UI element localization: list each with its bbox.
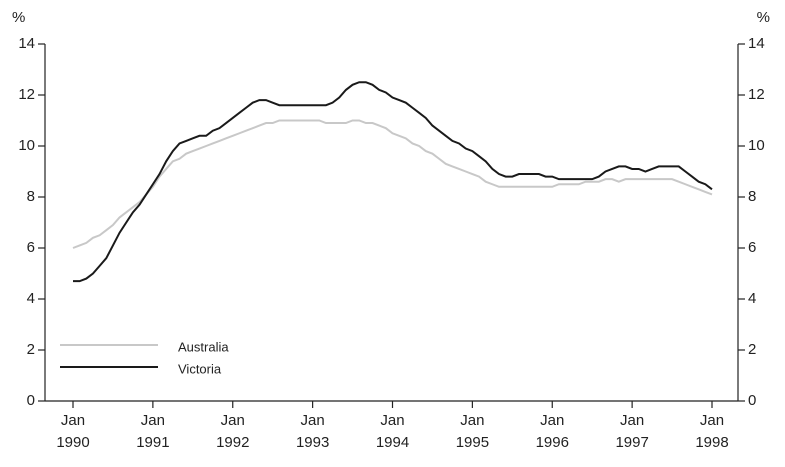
x-tick-label: Jan 1992 [216, 412, 249, 451]
x-tick-label: Jan 1996 [536, 412, 569, 451]
legend-label: Victoria [178, 361, 222, 376]
series-line [72, 119, 713, 249]
y2-tick-label: 10 [748, 137, 765, 154]
y-tick-label: 12 [18, 86, 35, 103]
y2-tick-label: 14 [748, 35, 765, 52]
x-tick-label: Jan 1995 [456, 412, 489, 451]
y2-tick-label: 2 [748, 341, 756, 358]
y-tick-label: 4 [27, 290, 35, 307]
x-tick-label: Jan 1990 [56, 412, 89, 451]
x-tick-label: Jan 1994 [376, 412, 409, 451]
x-tick-label: Jan 1991 [136, 412, 169, 451]
y2-tick-label: 8 [748, 188, 756, 205]
y2-tick-label: 12 [748, 86, 765, 103]
y-tick-label: 0 [27, 392, 35, 409]
y2-axis-label: % [757, 9, 770, 26]
y-tick-label: 10 [18, 137, 35, 154]
y-tick-label: 2 [27, 341, 35, 358]
x-tick-label: Jan 1997 [615, 412, 648, 451]
y2-tick-label: 0 [748, 392, 756, 409]
y-tick-label: 6 [27, 239, 35, 256]
y2-tick-label: 6 [748, 239, 756, 256]
y-axis-label: % [12, 9, 25, 26]
y2-tick-label: 4 [748, 290, 756, 307]
x-tick-label: Jan 1998 [695, 412, 728, 451]
legend-label: Australia [178, 339, 229, 354]
series-line [73, 81, 713, 283]
y-tick-label: 8 [27, 188, 35, 205]
x-tick-label: Jan 1993 [296, 412, 329, 451]
y-tick-label: 14 [18, 35, 35, 52]
